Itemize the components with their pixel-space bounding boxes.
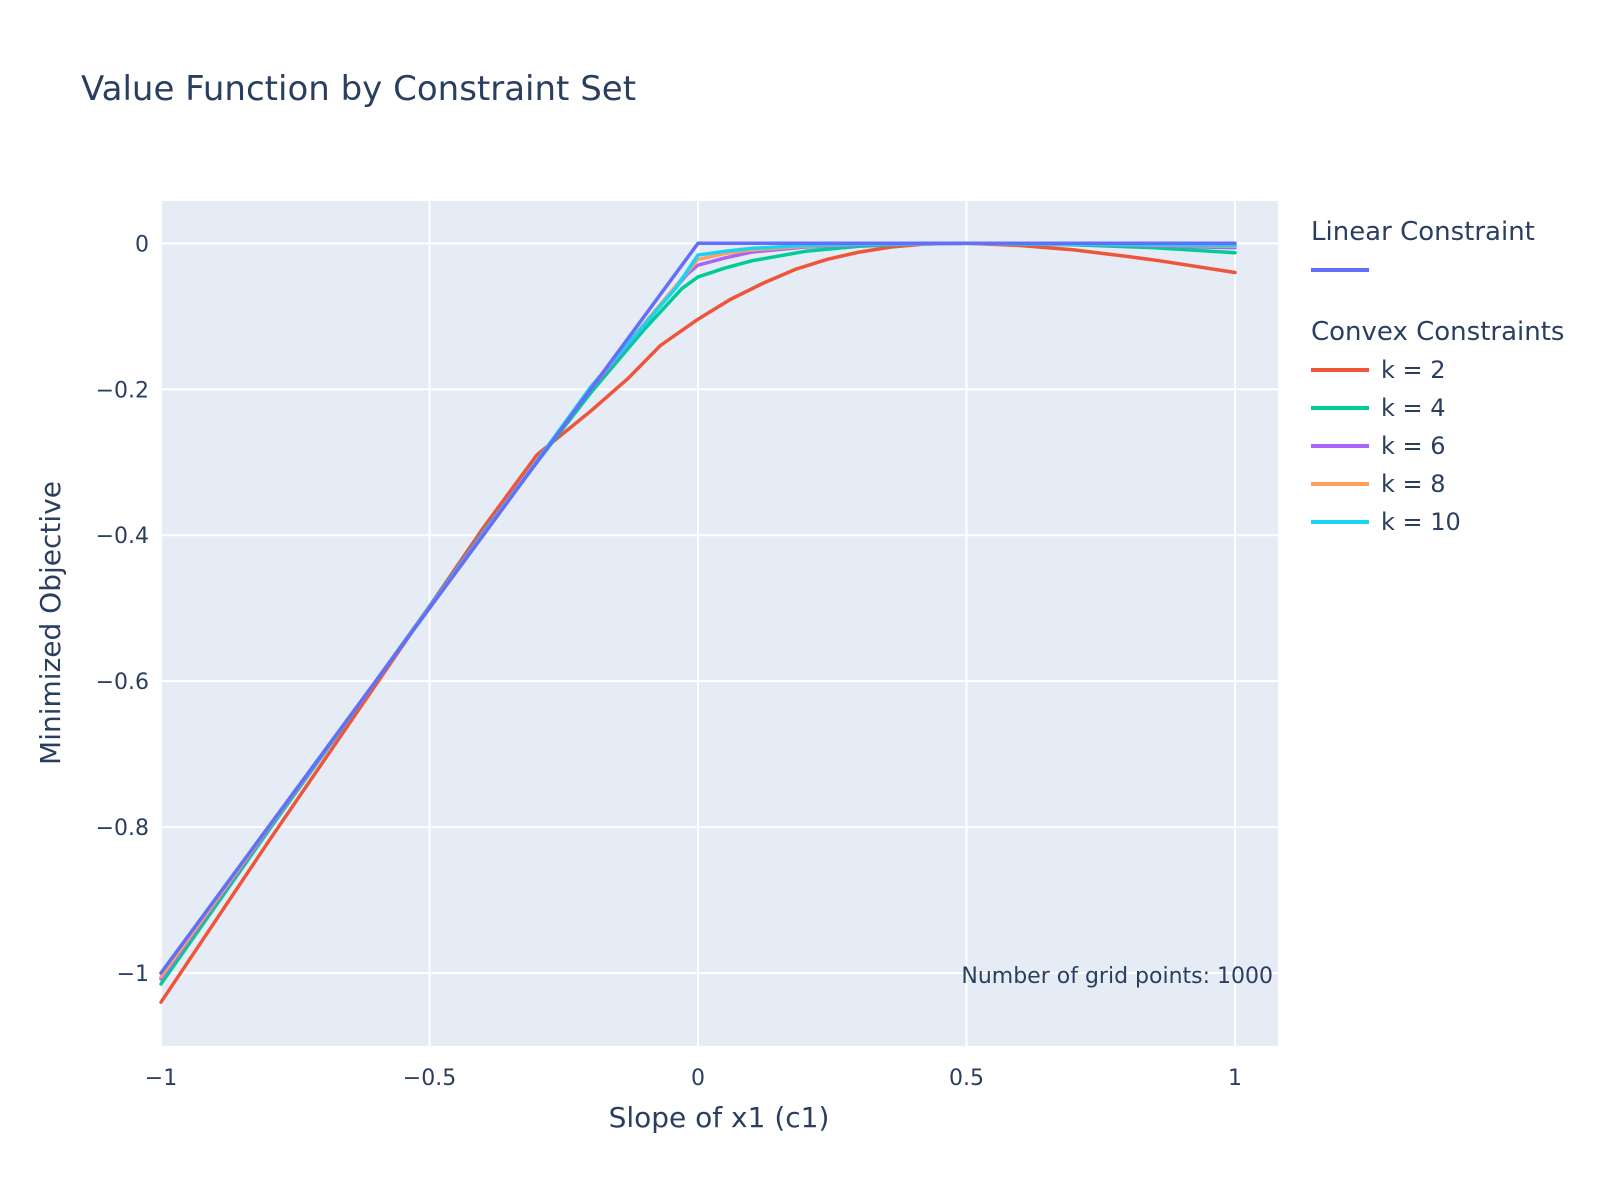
legend-label: k = 8: [1381, 470, 1446, 498]
linear-constraint-line: [159, 241, 1237, 975]
legend-item[interactable]: k = 8: [1311, 470, 1446, 498]
legend-group-title: Linear Constraint: [1311, 217, 1535, 247]
grid-points-annotation: Number of grid points: 1000: [961, 964, 1273, 989]
x-tick-label: 1: [1228, 1066, 1242, 1091]
legend-item[interactable]: k = 6: [1311, 432, 1446, 460]
y-tick-label: −0.8: [96, 816, 149, 841]
plot-area: [161, 201, 1278, 1046]
chart-title: Value Function by Constraint Set: [81, 69, 636, 109]
y-tick-label: 0: [135, 232, 149, 257]
x-tick-label: 0.5: [949, 1066, 984, 1091]
series-lines: [159, 241, 1237, 1004]
y-tick-label: −0.2: [96, 378, 149, 403]
legend-label: k = 4: [1381, 394, 1446, 422]
y-tick-label: −1: [117, 962, 149, 987]
x-tick-label: −0.5: [403, 1066, 456, 1091]
gridlines: [160, 201, 1278, 1046]
x-axis-ticks: −1 −0.5 0 0.5 1: [145, 1066, 1242, 1091]
y-tick-label: −0.4: [96, 524, 149, 549]
y-tick-label: −0.6: [96, 670, 149, 695]
series-line-k2: [159, 241, 1237, 1004]
y-axis-ticks: 0 −0.2 −0.4 −0.6 −0.8 −1: [96, 232, 149, 987]
legend-label: k = 10: [1381, 508, 1461, 536]
legend-item[interactable]: k = 2: [1311, 356, 1446, 384]
legend-item[interactable]: k = 10: [1311, 508, 1461, 536]
legend[interactable]: Linear Constraint Convex Constraints k = 2…: [1311, 217, 1564, 536]
y-axis-title: Minimized Objective: [34, 481, 67, 765]
legend-group-title: Convex Constraints: [1311, 317, 1564, 347]
legend-label: k = 2: [1381, 356, 1446, 384]
x-tick-label: 0: [691, 1066, 705, 1091]
x-tick-label: −1: [145, 1066, 177, 1091]
legend-label: k = 6: [1381, 432, 1446, 460]
x-axis-title: Slope of x1 (c1): [609, 1101, 830, 1134]
legend-item[interactable]: k = 4: [1311, 394, 1446, 422]
